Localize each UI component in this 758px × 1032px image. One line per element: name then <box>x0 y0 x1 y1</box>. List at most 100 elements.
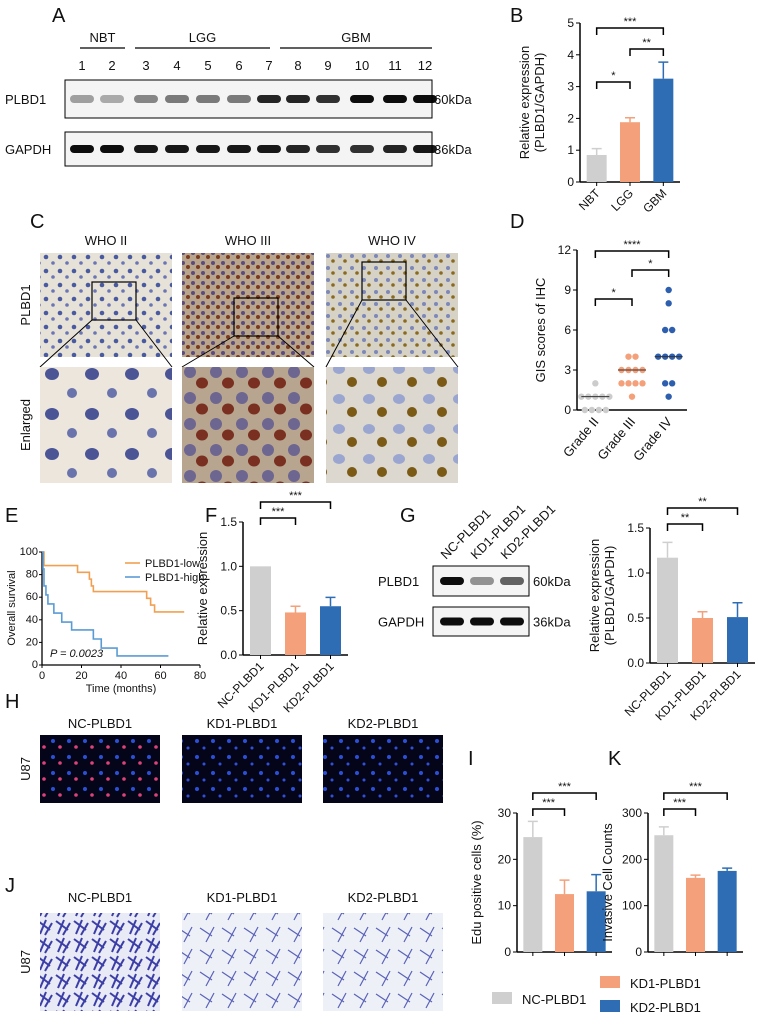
data-point <box>581 406 589 414</box>
significance-label: *** <box>558 781 572 793</box>
panel-label-G: G <box>400 505 416 527</box>
data-point <box>632 353 639 360</box>
blot-band <box>350 95 374 103</box>
significance-label: *** <box>272 506 286 518</box>
lane-number: 5 <box>204 58 211 73</box>
fluorescence-image <box>182 735 302 803</box>
lane-number: 12 <box>418 58 432 73</box>
significance-label: **** <box>623 239 641 251</box>
error-bar <box>591 147 602 155</box>
lane-number: 9 <box>324 58 331 73</box>
x-tick-label: Grade IV <box>630 414 675 464</box>
y-axis-label: GIS scores of IHC <box>533 278 548 383</box>
significance-bracket <box>594 298 633 306</box>
significance-bracket <box>532 792 597 800</box>
legend-swatch-nc <box>492 992 512 1004</box>
error-bar <box>591 873 602 892</box>
panel-label-H: H <box>5 691 19 713</box>
significance-label: *** <box>542 797 556 809</box>
bar-kd1-plbd1 <box>555 894 574 952</box>
blot-row-label: GAPDH <box>378 615 424 630</box>
zoom-box <box>233 297 279 337</box>
blot-band <box>500 617 524 626</box>
y-tick-label: 3 <box>564 363 571 377</box>
data-point <box>661 326 669 334</box>
cell-line-label: U87 <box>18 757 33 781</box>
blot-row-label: PLBD1 <box>5 92 46 107</box>
zoom-lines <box>39 319 173 368</box>
data-point <box>632 380 639 387</box>
x-tick-label: NBT <box>576 186 603 213</box>
y-tick-label: 200 <box>622 852 642 866</box>
y-tick-label: 0 <box>635 945 642 959</box>
image-column-title: KD2-PLBD1 <box>348 890 419 905</box>
data-point <box>595 406 603 414</box>
data-point <box>665 300 672 307</box>
bar-kd2-plbd1 <box>320 606 341 655</box>
blot-group-label: GBM <box>341 30 371 45</box>
blot-band <box>383 95 407 103</box>
bar-nbt <box>586 154 607 182</box>
data-point <box>665 393 672 400</box>
image-column-title: NC-PLBD1 <box>68 890 132 905</box>
y-axis-label: Invasive Cell Counts <box>600 823 615 942</box>
blot-band <box>257 95 281 103</box>
data-point <box>602 406 610 414</box>
bar-kd1-plbd1 <box>686 877 705 952</box>
y-tick-label: 5 <box>567 16 574 30</box>
significance-label: *** <box>689 781 703 793</box>
zoom-box <box>361 261 407 301</box>
significance-bracket <box>666 507 739 515</box>
image-column-title: KD2-PLBD1 <box>348 716 419 731</box>
bar-nc-plbd1 <box>654 835 674 952</box>
blot-band <box>286 95 310 103</box>
y-tick-label: 30 <box>498 806 512 820</box>
blot-band <box>286 145 310 153</box>
blot-band <box>70 145 94 153</box>
error-bar <box>658 61 669 79</box>
blot-band <box>165 145 189 153</box>
significance-bracket <box>663 792 728 800</box>
significance-label: * <box>648 258 653 270</box>
blot-band <box>227 95 251 103</box>
y-tick-label: 0.5 <box>627 611 644 625</box>
error-bar <box>732 601 743 618</box>
y-tick-label: 1.5 <box>220 515 237 529</box>
ihc-enlarged-image <box>40 367 172 483</box>
y-axis-label: Relative expression <box>587 539 602 652</box>
error-bar <box>527 820 538 838</box>
y-tick-label: 0 <box>504 945 511 959</box>
y-axis-label: Overall survival <box>6 570 18 645</box>
survival-curve-plbd1-low <box>42 551 185 613</box>
error-bar <box>722 867 733 871</box>
significance-label: ** <box>698 496 707 508</box>
bar-lgg <box>620 122 640 182</box>
fluorescence-image <box>40 735 160 803</box>
blot-band <box>440 577 464 585</box>
lane-number: 2 <box>108 58 115 73</box>
ihc-enlarged-image <box>326 367 458 483</box>
y-tick-label: 100 <box>20 546 38 558</box>
x-tick-label: GBM <box>640 186 669 215</box>
y-tick-label: 300 <box>622 806 642 820</box>
y-tick-label: 40 <box>26 614 38 626</box>
error-bar <box>559 879 570 895</box>
data-point <box>668 380 676 387</box>
transwell-image <box>182 913 302 1011</box>
data-point <box>665 286 672 294</box>
bar-nc-plbd1 <box>523 837 543 952</box>
error-bar <box>290 605 301 613</box>
significance-label: *** <box>624 16 638 28</box>
significance-label: * <box>612 287 617 299</box>
molecular-weight-label: 36kDa <box>434 142 472 157</box>
blot-group-label: NBT <box>90 30 116 45</box>
legend-label: PLBD1-low <box>145 558 200 570</box>
y-tick-label: 3 <box>567 80 574 94</box>
molecular-weight-label: 60kDa <box>533 574 571 589</box>
legend-label-kd1: KD1-PLBD1 <box>630 976 701 991</box>
significance-label: ** <box>642 37 651 49</box>
legend-swatch-kd2 <box>600 1000 620 1012</box>
lane-number: 7 <box>265 58 272 73</box>
